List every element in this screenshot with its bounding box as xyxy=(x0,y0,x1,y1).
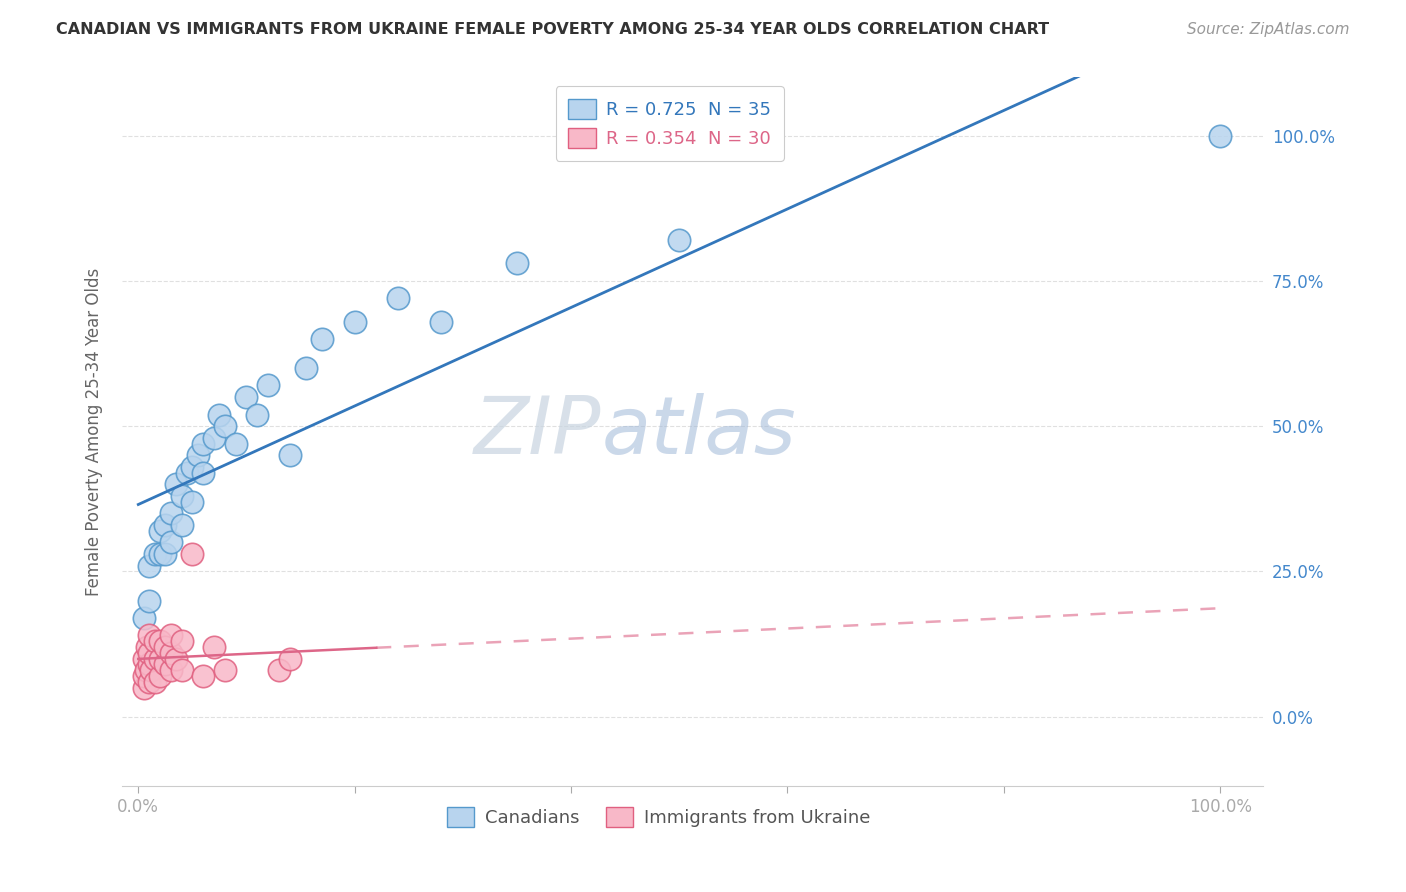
Point xyxy=(143,547,166,561)
Point xyxy=(143,651,166,665)
Point xyxy=(149,547,172,561)
Point xyxy=(159,535,181,549)
Text: CANADIAN VS IMMIGRANTS FROM UKRAINE FEMALE POVERTY AMONG 25-34 YEAR OLDS CORRELA: CANADIAN VS IMMIGRANTS FROM UKRAINE FEMA… xyxy=(56,22,1049,37)
Point xyxy=(214,419,236,434)
Point xyxy=(132,611,155,625)
Legend: Canadians, Immigrants from Ukraine: Canadians, Immigrants from Ukraine xyxy=(440,800,877,834)
Text: Source: ZipAtlas.com: Source: ZipAtlas.com xyxy=(1187,22,1350,37)
Point xyxy=(343,314,366,328)
Point xyxy=(159,646,181,660)
Point xyxy=(149,651,172,665)
Point xyxy=(141,663,163,677)
Point xyxy=(132,651,155,665)
Point xyxy=(257,378,280,392)
Point xyxy=(165,477,187,491)
Point xyxy=(170,518,193,533)
Point xyxy=(138,657,160,672)
Point xyxy=(143,634,166,648)
Point xyxy=(668,233,690,247)
Y-axis label: Female Poverty Among 25-34 Year Olds: Female Poverty Among 25-34 Year Olds xyxy=(86,268,103,596)
Point xyxy=(387,291,409,305)
Point xyxy=(155,547,177,561)
Point xyxy=(1209,128,1232,143)
Point xyxy=(138,558,160,573)
Point xyxy=(246,408,269,422)
Point xyxy=(155,640,177,654)
Point xyxy=(138,646,160,660)
Point xyxy=(149,669,172,683)
Point xyxy=(193,669,215,683)
Point xyxy=(159,628,181,642)
Point xyxy=(143,674,166,689)
Point xyxy=(155,518,177,533)
Point xyxy=(170,634,193,648)
Point xyxy=(149,634,172,648)
Point xyxy=(311,332,333,346)
Point xyxy=(181,459,204,474)
Point xyxy=(170,489,193,503)
Point xyxy=(214,663,236,677)
Point xyxy=(278,651,301,665)
Point xyxy=(155,657,177,672)
Point xyxy=(170,663,193,677)
Point xyxy=(159,663,181,677)
Point xyxy=(176,466,198,480)
Text: atlas: atlas xyxy=(602,393,796,471)
Point xyxy=(202,431,225,445)
Point xyxy=(430,314,453,328)
Point xyxy=(138,674,160,689)
Point xyxy=(267,663,290,677)
Point xyxy=(225,436,247,450)
Point xyxy=(181,547,204,561)
Point xyxy=(193,466,215,480)
Point xyxy=(149,524,172,538)
Point xyxy=(135,663,157,677)
Point xyxy=(235,390,257,404)
Point xyxy=(132,681,155,695)
Point xyxy=(165,651,187,665)
Point xyxy=(295,361,318,376)
Point xyxy=(208,408,231,422)
Point xyxy=(193,436,215,450)
Point xyxy=(136,640,159,654)
Point xyxy=(138,593,160,607)
Point xyxy=(138,628,160,642)
Point xyxy=(278,448,301,462)
Point xyxy=(159,506,181,520)
Point xyxy=(187,448,209,462)
Point xyxy=(181,494,204,508)
Point xyxy=(202,640,225,654)
Point xyxy=(506,256,529,270)
Point xyxy=(132,669,155,683)
Text: ZIP: ZIP xyxy=(474,393,602,471)
